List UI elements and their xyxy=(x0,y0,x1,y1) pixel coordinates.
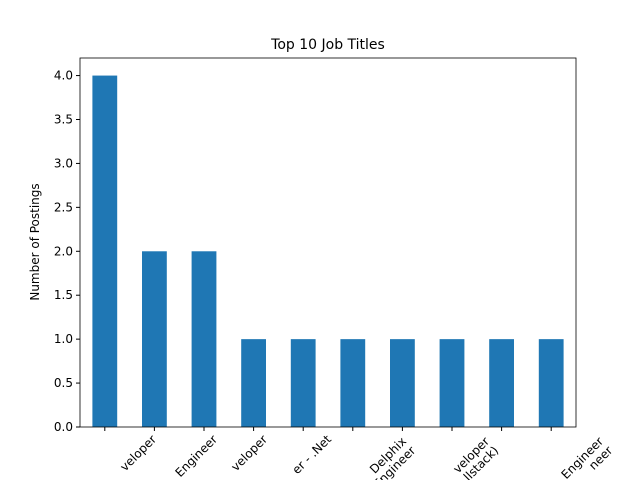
bar xyxy=(489,339,514,427)
bar xyxy=(390,339,415,427)
x-tick-label: veloper xyxy=(117,432,159,474)
bar xyxy=(290,339,316,427)
y-tick-label: 3.0 xyxy=(54,156,73,170)
y-tick-label: 4.0 xyxy=(54,69,73,83)
y-tick-label: 1.0 xyxy=(54,332,73,346)
bar xyxy=(241,339,266,427)
y-tick-label: 0.0 xyxy=(54,420,73,434)
x-tick-label: veloper xyxy=(228,432,270,474)
bar xyxy=(340,339,366,427)
y-tick-label: 3.5 xyxy=(54,113,73,127)
y-tick-label: 2.0 xyxy=(54,244,73,258)
y-tick-label: 0.5 xyxy=(54,376,73,390)
bar xyxy=(439,339,465,427)
bar xyxy=(538,339,564,427)
x-tick-label: er - .Net xyxy=(289,432,334,477)
bar xyxy=(92,75,118,428)
x-tick-label: Engineer xyxy=(172,432,220,480)
y-tick-label: 2.5 xyxy=(54,200,73,214)
chart-title: Top 10 Job Titles xyxy=(270,37,385,53)
plot-frame xyxy=(79,57,577,428)
bar xyxy=(142,251,167,427)
y-axis-label: Number of Postings xyxy=(28,183,42,300)
bar xyxy=(191,251,217,427)
y-tick-label: 1.5 xyxy=(54,288,73,302)
